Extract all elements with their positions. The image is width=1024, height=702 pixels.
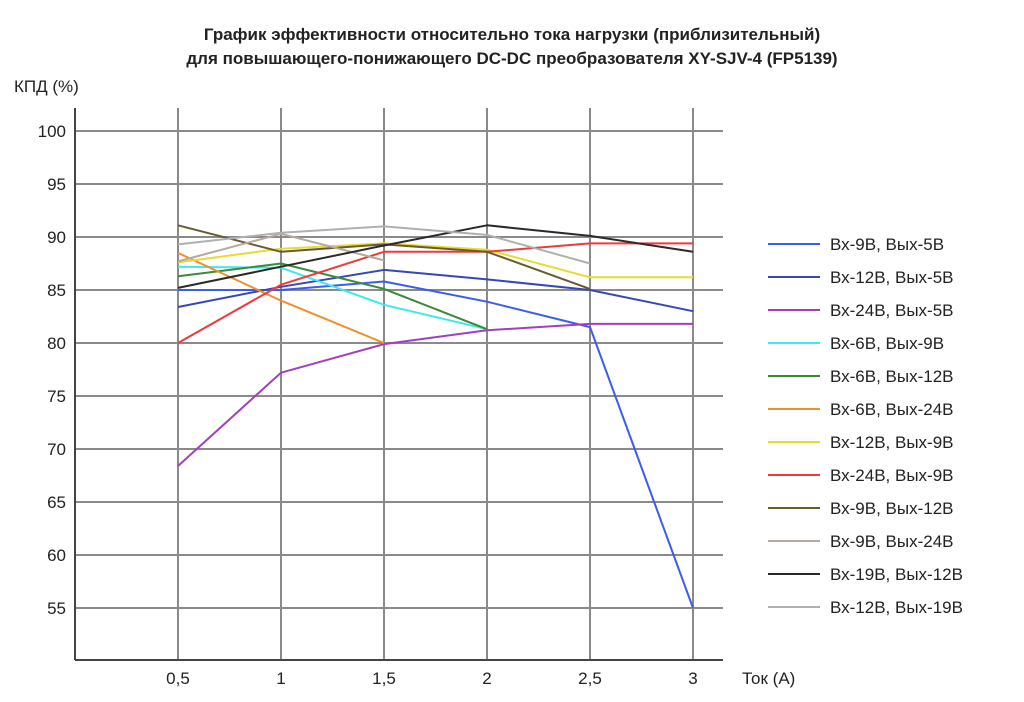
legend-item: Вх-24В, Вых-9В: [768, 466, 954, 485]
legend-item: Вх-6В, Вых-9В: [768, 334, 944, 353]
chart-title-line-1: График эффективности относительно тока н…: [204, 25, 820, 44]
legend-item: Вх-6В, Вых-24В: [768, 400, 954, 419]
series-line-2: [177, 268, 694, 313]
y-axis-label: КПД (%): [14, 77, 79, 96]
axes: [74, 108, 723, 661]
series-line-3: [177, 322, 693, 467]
series-lines: [177, 224, 694, 609]
x-tick-label: 2,5: [578, 669, 602, 688]
series-line-8: [177, 242, 693, 344]
legend-item: Вх-9В, Вых-5В: [768, 235, 944, 254]
legend: Вх-9В, Вых-5В Вх-12В, Вых-5В Вх-24В, Вых-5…: [768, 235, 963, 617]
legend-label: Вх-12В, Вых-19В: [830, 598, 963, 617]
y-tick-labels: 55 60 65 70 75 80 85 90 95 100: [38, 122, 66, 618]
legend-item: Вх-6В, Вых-12В: [768, 367, 954, 386]
legend-label: Вх-24В, Вых-9В: [830, 466, 954, 485]
legend-item: Вх-12В, Вых-19В: [768, 598, 963, 617]
grid-lines: [75, 108, 723, 660]
x-axis-label: Ток (А): [742, 669, 795, 688]
series-line-5: [177, 262, 488, 331]
y-tick-label: 75: [47, 387, 66, 406]
series-line-1: [178, 280, 694, 609]
x-tick-label: 2: [482, 669, 491, 688]
legend-item: Вх-9В, Вых-12В: [768, 499, 954, 518]
y-tick-label: 65: [47, 493, 66, 512]
legend-label: Вх-24В, Вых-5В: [830, 301, 954, 320]
y-tick-label: 70: [47, 440, 66, 459]
legend-label: Вх-6В, Вых-9В: [830, 334, 944, 353]
series-line-7: [177, 242, 693, 279]
legend-label: Вх-12В, Вых-5В: [830, 268, 954, 287]
y-tick-label: 80: [47, 334, 66, 353]
y-tick-label: 95: [47, 175, 66, 194]
x-tick-labels: 0,5 1 1,5 2 2,5 3: [166, 669, 698, 688]
y-tick-label: 100: [38, 122, 66, 141]
legend-item: Вх-12В, Вых-5В: [768, 268, 954, 287]
series-line-11: [177, 224, 694, 289]
legend-label: Вх-9В, Вых-24В: [830, 532, 954, 551]
x-tick-label: 1: [276, 669, 285, 688]
legend-item: Вх-24В, Вых-5В: [768, 301, 954, 320]
series-line-6: [177, 251, 385, 344]
legend-label: Вх-6В, Вых-12В: [830, 367, 954, 386]
legend-item: Вх-19В, Вых-12В: [768, 565, 963, 584]
legend-label: Вх-6В, Вых-24В: [830, 400, 954, 419]
chart-title-line-2: для повышающего-понижающего DC-DC преобр…: [186, 49, 837, 68]
x-tick-label: 1,5: [372, 669, 396, 688]
legend-item: Вх-12В, Вых-9В: [768, 433, 954, 452]
y-tick-label: 60: [47, 546, 66, 565]
y-tick-label: 85: [47, 281, 66, 300]
y-tick-label: 90: [47, 228, 66, 247]
legend-label: Вх-12В, Вых-9В: [830, 433, 954, 452]
x-tick-label: 0,5: [166, 669, 190, 688]
series-line-4: [177, 265, 488, 331]
legend-item: Вх-9В, Вых-24В: [768, 532, 954, 551]
series-line-12: [177, 225, 591, 265]
legend-label: Вх-9В, Вых-5В: [830, 235, 944, 254]
x-tick-label: 3: [688, 669, 697, 688]
legend-label: Вх-9В, Вых-12В: [830, 499, 954, 518]
legend-label: Вх-19В, Вых-12В: [830, 565, 963, 584]
y-tick-label: 55: [47, 599, 66, 618]
